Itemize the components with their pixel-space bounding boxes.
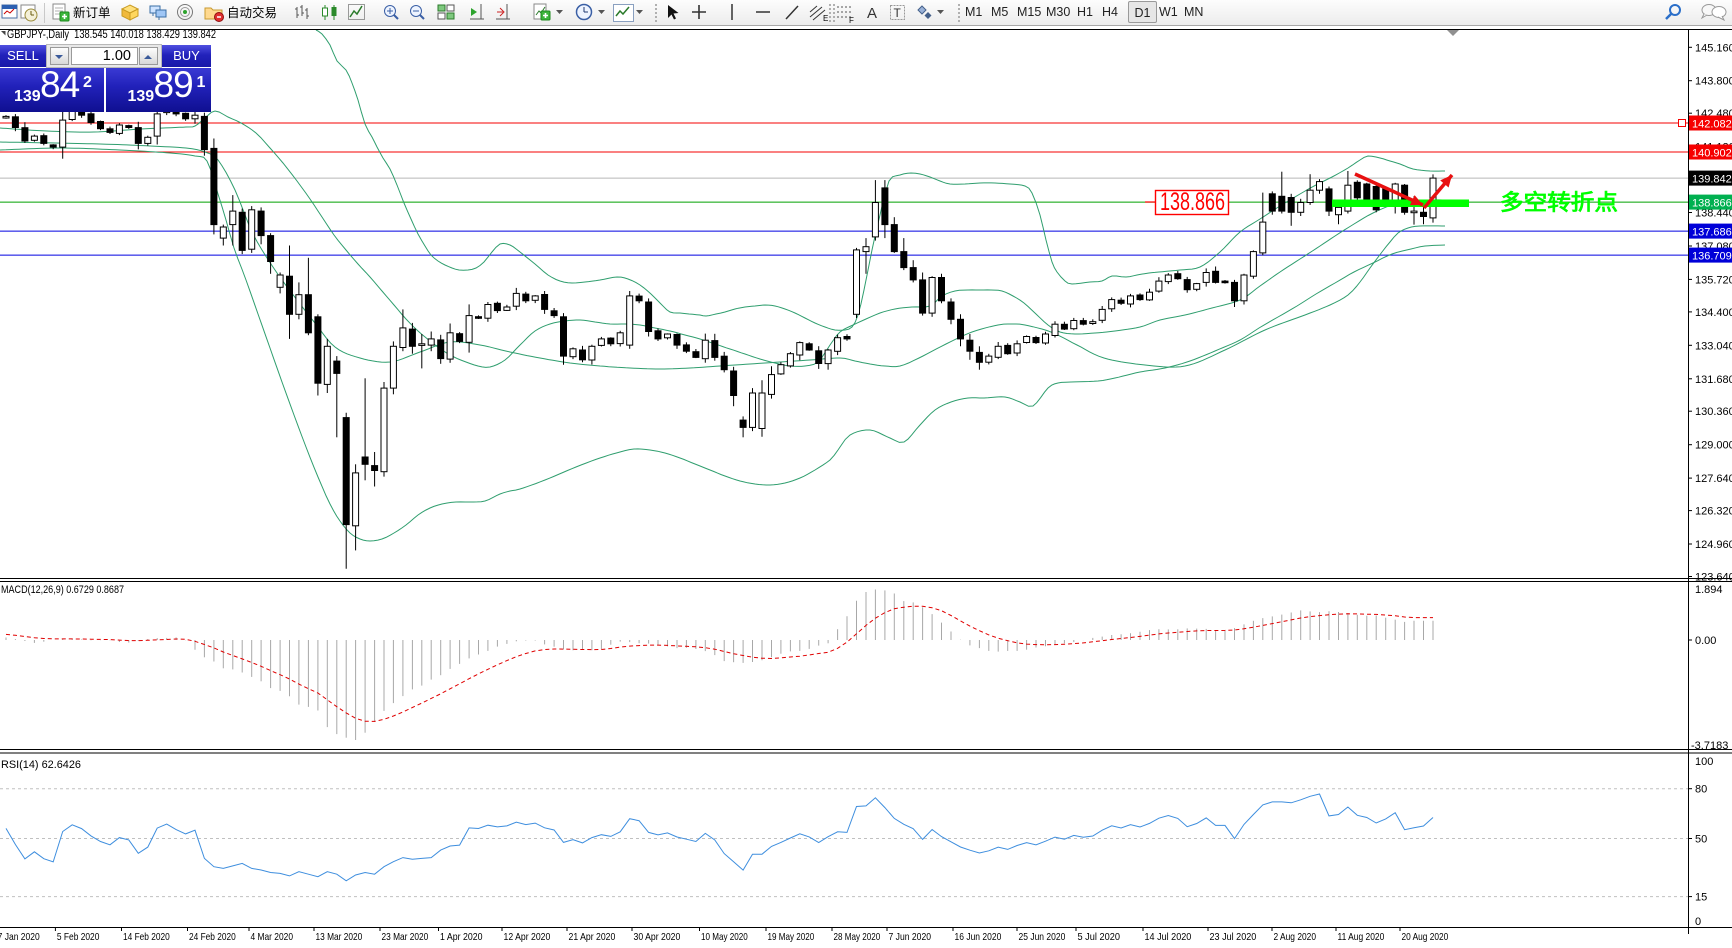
svg-text:RSI(14) 62.6426: RSI(14) 62.6426 — [1, 759, 81, 771]
svg-text:5 Feb 2020: 5 Feb 2020 — [57, 931, 100, 943]
svg-text:30 Apr 2020: 30 Apr 2020 — [634, 931, 681, 943]
svg-text:-3.7183: -3.7183 — [1691, 740, 1728, 752]
svg-text:124.960: 124.960 — [1695, 539, 1732, 551]
svg-text:135.720: 135.720 — [1695, 274, 1732, 286]
svg-text:GBPJPY-,Daily 138.545 140.018: GBPJPY-,Daily 138.545 140.018 138.429 13… — [7, 29, 216, 41]
svg-text:129.000: 129.000 — [1695, 440, 1732, 452]
svg-text:145.160: 145.160 — [1695, 42, 1732, 54]
svg-text:21 Apr 2020: 21 Apr 2020 — [569, 931, 616, 943]
svg-text:24 Feb 2020: 24 Feb 2020 — [189, 931, 236, 943]
svg-text:0.00: 0.00 — [1695, 635, 1716, 647]
svg-text:50: 50 — [1695, 834, 1707, 846]
svg-text:自动交易: 自动交易 — [227, 5, 277, 20]
svg-text:143.800: 143.800 — [1695, 76, 1732, 88]
svg-text:新订单: 新订单 — [73, 5, 111, 20]
svg-text:16 Jun 2020: 16 Jun 2020 — [955, 931, 1002, 943]
svg-text:19 May 2020: 19 May 2020 — [768, 931, 815, 943]
svg-text:131.680: 131.680 — [1695, 374, 1732, 386]
svg-text:138.440: 138.440 — [1695, 208, 1732, 220]
svg-text:142.082: 142.082 — [1692, 119, 1732, 131]
svg-text:14 Jul 2020: 14 Jul 2020 — [1145, 931, 1192, 943]
svg-text:27 Jan 2020: 27 Jan 2020 — [0, 931, 40, 943]
svg-text:1.894: 1.894 — [1695, 584, 1723, 596]
svg-text:139.842: 139.842 — [1692, 174, 1732, 186]
svg-text:1 Apr 2020: 1 Apr 2020 — [440, 931, 483, 943]
svg-text:23 Jul 2020: 23 Jul 2020 — [1210, 931, 1257, 943]
svg-text:A: A — [867, 5, 877, 22]
svg-text:138.866: 138.866 — [1692, 198, 1732, 210]
svg-text:2 Aug 2020: 2 Aug 2020 — [1274, 931, 1317, 943]
svg-text:多空转折点: 多空转折点 — [1500, 190, 1618, 215]
svg-text:F: F — [849, 16, 854, 25]
svg-text:MACD(12,26,9) 0.6729 0.8687: MACD(12,26,9) 0.6729 0.8687 — [1, 584, 124, 596]
svg-text:25 Jun 2020: 25 Jun 2020 — [1019, 931, 1066, 943]
svg-text:5 Jul 2020: 5 Jul 2020 — [1078, 931, 1121, 943]
svg-text:4 Mar 2020: 4 Mar 2020 — [251, 931, 294, 943]
svg-text:11 Aug 2020: 11 Aug 2020 — [1338, 931, 1385, 943]
svg-text:137.686: 137.686 — [1692, 227, 1732, 239]
svg-text:127.640: 127.640 — [1695, 473, 1732, 485]
svg-text:0: 0 — [1695, 916, 1701, 928]
svg-text:133.040: 133.040 — [1695, 340, 1732, 352]
svg-text:100: 100 — [1695, 756, 1713, 768]
svg-text:28 May 2020: 28 May 2020 — [834, 931, 881, 943]
svg-text:130.360: 130.360 — [1695, 406, 1732, 418]
svg-text:136.709: 136.709 — [1692, 251, 1732, 263]
svg-text:138.866: 138.866 — [1160, 188, 1225, 216]
svg-text:7 Jun 2020: 7 Jun 2020 — [889, 931, 932, 943]
svg-text:134.400: 134.400 — [1695, 307, 1732, 319]
svg-text:126.320: 126.320 — [1695, 506, 1732, 518]
svg-text:15: 15 — [1695, 892, 1707, 904]
svg-text:E: E — [823, 14, 828, 23]
svg-text:T: T — [894, 6, 902, 20]
svg-text:80: 80 — [1695, 784, 1707, 796]
svg-text:12 Apr 2020: 12 Apr 2020 — [504, 931, 551, 943]
svg-text:20 Aug 2020: 20 Aug 2020 — [1402, 931, 1449, 943]
svg-text:140.902: 140.902 — [1692, 148, 1732, 160]
svg-text:23 Mar 2020: 23 Mar 2020 — [382, 931, 429, 943]
svg-text:10 May 2020: 10 May 2020 — [701, 931, 748, 943]
svg-text:14 Feb 2020: 14 Feb 2020 — [123, 931, 170, 943]
svg-text:13 Mar 2020: 13 Mar 2020 — [316, 931, 363, 943]
svg-text:123.640: 123.640 — [1695, 572, 1732, 584]
